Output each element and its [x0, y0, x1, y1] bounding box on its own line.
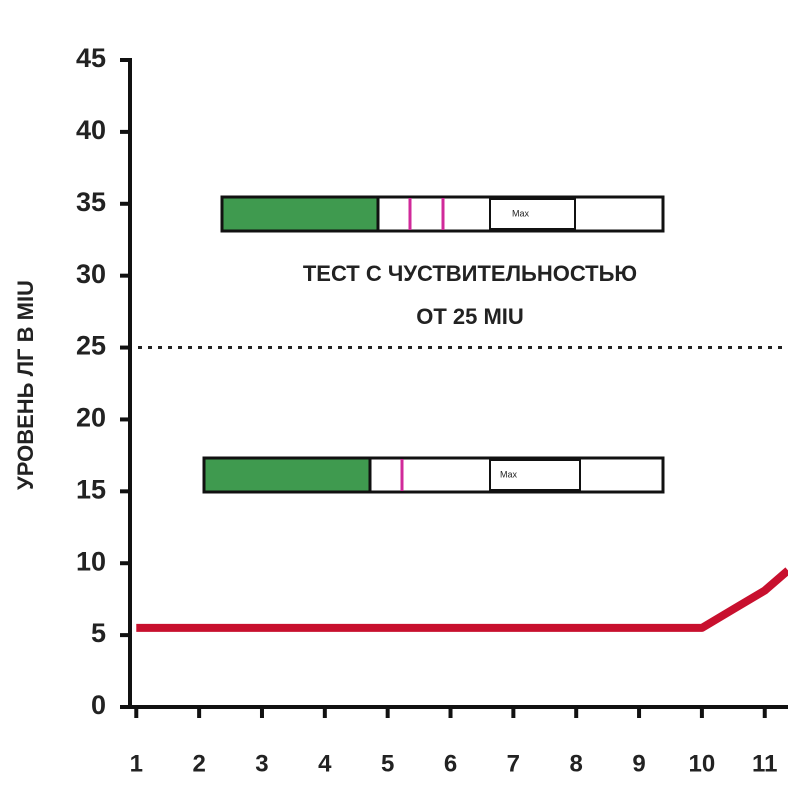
x-tick-label: 2: [192, 750, 205, 777]
strip-label: Max: [500, 469, 518, 479]
x-tick-label: 6: [444, 750, 457, 777]
x-tick-label: 8: [570, 750, 583, 777]
data-line: [136, 567, 788, 632]
y-tick-label: 15: [76, 474, 106, 504]
y-tick-label: 35: [76, 187, 106, 217]
test-strip: Max: [202, 456, 665, 494]
x-tick-label: 1: [130, 750, 143, 777]
y-axis-label: УРОВЕНЬ ЛГ В MIU: [13, 280, 38, 490]
x-tick-label: 3: [255, 750, 268, 777]
y-tick-label: 10: [76, 546, 106, 576]
y-tick-label: 45: [76, 43, 106, 73]
y-tick-label: 30: [76, 259, 106, 289]
x-tick-label: 5: [381, 750, 394, 777]
annotation: ТЕСТ С ЧУСТВИТЕЛЬНОСТЬЮ: [303, 261, 637, 286]
y-tick-label: 25: [76, 331, 106, 361]
y-tick-label: 20: [76, 403, 106, 433]
test-strip: Max: [220, 195, 665, 233]
strip-label: Max: [512, 208, 530, 218]
y-tick-label: 5: [91, 618, 106, 648]
x-tick-label: 10: [689, 750, 716, 777]
y-tick-label: 0: [91, 690, 106, 720]
x-tick-label: 9: [632, 750, 645, 777]
x-tick-label: 7: [507, 750, 520, 777]
x-tick-label: 4: [318, 750, 332, 777]
y-tick-label: 40: [76, 115, 106, 145]
annotation: ОТ 25 MIU: [416, 304, 524, 329]
x-tick-label: 11: [752, 750, 777, 777]
